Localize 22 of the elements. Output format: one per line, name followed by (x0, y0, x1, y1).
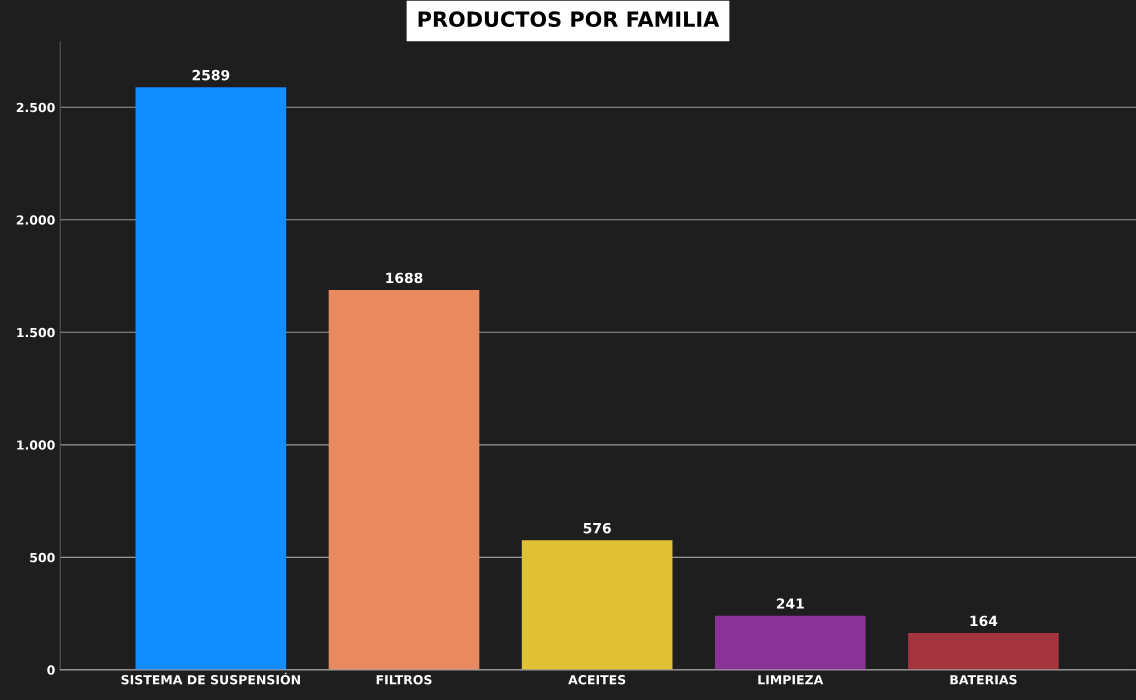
bar (521, 540, 673, 670)
y-tick-label: 1.500 (17, 327, 55, 338)
bar (328, 290, 480, 670)
data-label: 241 (776, 598, 804, 609)
chart-title: PRODUCTOS POR FAMILIA (418, 11, 720, 28)
data-label: 576 (583, 522, 611, 534)
x-tick-label: BATERIAS (950, 674, 1017, 685)
x-tick-label: LIMPIEZA (758, 675, 824, 685)
y-tick-label: 2.500 (16, 102, 55, 113)
x-tick-label: ACEITES (568, 674, 626, 685)
x-tick-label: FILTROS (376, 674, 432, 685)
y-tick-label: 1.000 (17, 440, 55, 450)
y-tick-label: 2.000 (16, 215, 55, 225)
bar (714, 615, 866, 670)
x-tick-label: SISTEMA DE SUSPENSIÓN (121, 672, 300, 685)
data-label: 2589 (192, 69, 230, 81)
y-tick-label: 0 (47, 665, 55, 675)
bar (908, 632, 1059, 670)
y-tick-label: 500 (30, 552, 55, 563)
bar (135, 87, 287, 670)
data-label: 164 (970, 615, 998, 627)
data-label: 1688 (386, 272, 423, 284)
